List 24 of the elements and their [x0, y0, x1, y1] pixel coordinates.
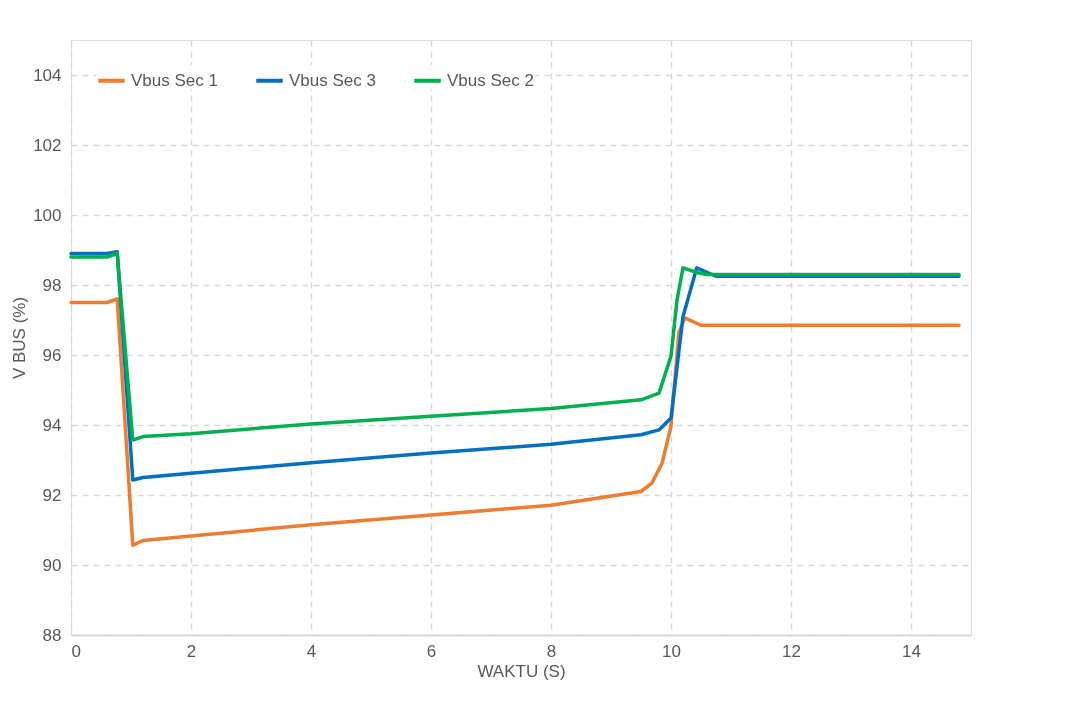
y-tick-label: 88	[42, 625, 62, 645]
y-tick-label: 92	[42, 485, 62, 505]
line-series	[69, 251, 961, 442]
x-tick-label: 10	[662, 641, 681, 661]
legend-label: Vbus Sec 3	[289, 70, 376, 90]
y-tick-label: 96	[42, 345, 62, 365]
y-tick-label: 90	[42, 555, 62, 575]
line-series	[69, 297, 961, 547]
y-axis-title: V BUS (%)	[10, 296, 30, 380]
x-axis-title: WAKTU (S)	[477, 661, 566, 681]
x-tick-label: 12	[782, 641, 801, 661]
y-tick-label: 94	[42, 415, 62, 435]
y-tick-label: 100	[33, 205, 62, 225]
y-tick-label: 102	[33, 135, 62, 155]
x-tick-label: 6	[426, 641, 437, 661]
x-tick-label: 0	[71, 641, 81, 661]
legend-label: Vbus Sec 1	[131, 70, 218, 90]
y-tick-label: 98	[42, 275, 62, 295]
x-tick-label: 8	[546, 641, 557, 661]
y-tick-label: 104	[33, 65, 62, 85]
legend-label: Vbus Sec 2	[447, 70, 534, 90]
x-tick-label: 2	[186, 641, 197, 661]
x-tick-label: 14	[902, 641, 921, 661]
x-tick-label: 4	[306, 641, 317, 661]
